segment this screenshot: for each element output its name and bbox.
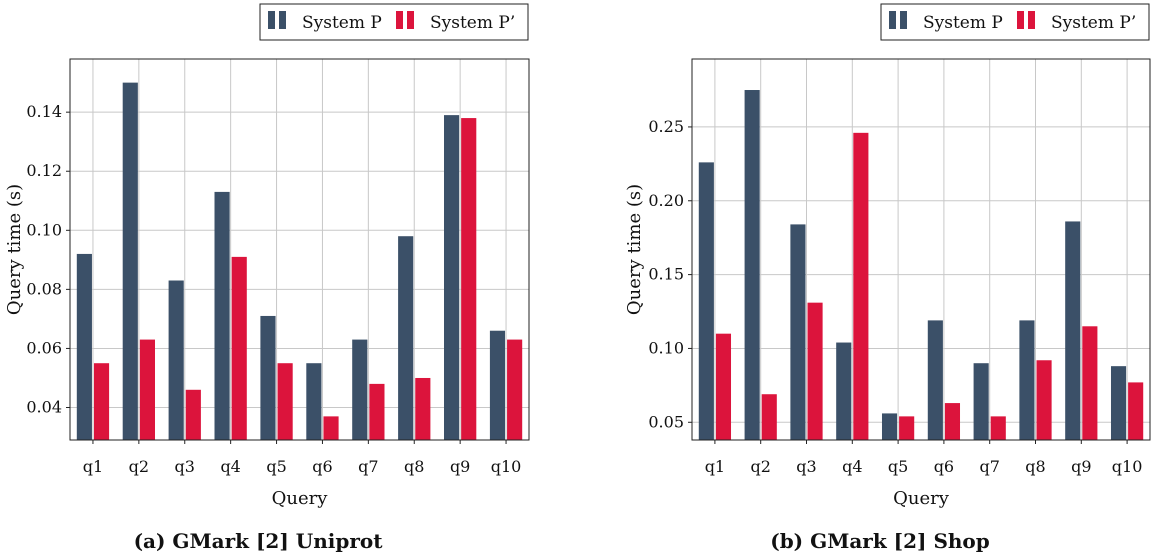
x-tick-label: q4 bbox=[842, 457, 862, 476]
legend: System P System P’ bbox=[259, 3, 529, 41]
bar-system-p-prime-q2 bbox=[761, 394, 777, 440]
bar-system-p-q6 bbox=[927, 320, 943, 440]
bar-system-p-q7 bbox=[973, 363, 989, 440]
bar-system-p-q8 bbox=[1019, 320, 1035, 440]
bar-system-p-prime-q4 bbox=[853, 132, 869, 440]
y-tick-label: 0.05 bbox=[648, 412, 684, 431]
x-tick-label: q9 bbox=[450, 457, 470, 476]
bar-system-p-prime-q8 bbox=[415, 377, 431, 440]
bar-system-p-q4 bbox=[836, 342, 852, 440]
x-tick-label: q8 bbox=[404, 457, 424, 476]
x-axis-label: Query bbox=[893, 488, 950, 509]
legend-box bbox=[259, 3, 529, 41]
y-tick-label: 0.25 bbox=[648, 117, 684, 136]
bar-system-p-q10 bbox=[1110, 366, 1127, 440]
chart-caption: (a) GMark [2] Uniprot bbox=[134, 529, 384, 553]
bar-system-p-prime-q5 bbox=[899, 416, 915, 440]
y-tick-label: 0.20 bbox=[648, 191, 684, 210]
bar-system-p-q3 bbox=[168, 280, 184, 440]
bar-system-p-q2 bbox=[744, 90, 760, 440]
legend-label-system-p-prime: System P’ bbox=[430, 13, 515, 33]
bar-system-p-prime-q1 bbox=[715, 333, 732, 440]
bar-system-p-prime-q3 bbox=[807, 302, 823, 440]
y-axis-label: Query time (s) bbox=[624, 184, 645, 315]
x-tick-label: q1 bbox=[83, 457, 103, 476]
x-tick-label: q4 bbox=[220, 457, 240, 476]
y-tick-label: 0.14 bbox=[26, 102, 62, 121]
bar-system-p-q1 bbox=[76, 253, 92, 440]
chart-panel-uniprot: 0.04 0.06 0.08 0.10 0.12 0.14 q1 q2 q3 q4 q5 q6 q7 q8… bbox=[4, 3, 530, 553]
bar-system-p-prime-q8 bbox=[1036, 360, 1052, 440]
bar-system-p-q3 bbox=[790, 224, 806, 440]
x-tick-label: q5 bbox=[888, 457, 908, 476]
y-tick-label: 0.10 bbox=[26, 220, 62, 239]
x-tick-label: q9 bbox=[1071, 457, 1091, 476]
y-tick-label: 0.10 bbox=[648, 338, 684, 357]
bar-system-p-q7 bbox=[352, 339, 368, 440]
bar-system-p-prime-q10 bbox=[507, 339, 523, 440]
chart-panel-shop: 0.05 0.10 0.15 0.20 0.25 q1 q2 q3 q4 q5 q6 q7 q8 q9 q1… bbox=[624, 3, 1151, 553]
x-tick-label: q7 bbox=[358, 457, 378, 476]
bar-system-p-prime-q5 bbox=[277, 363, 293, 440]
x-tick-label: q2 bbox=[750, 457, 770, 476]
bar-system-p-prime-q7 bbox=[369, 383, 385, 440]
bar-system-p-prime-q6 bbox=[944, 403, 961, 440]
bar-system-p-q10 bbox=[489, 330, 506, 440]
bar-system-p-q6 bbox=[306, 363, 322, 440]
bar-system-p-prime-q9 bbox=[461, 118, 477, 441]
y-tick-label: 0.06 bbox=[26, 338, 62, 357]
chart-caption: (b) GMark [2] Shop bbox=[770, 529, 990, 553]
bar-system-p-q1 bbox=[698, 162, 714, 441]
y-tick-label: 0.08 bbox=[26, 279, 62, 298]
x-tick-label: q1 bbox=[705, 457, 725, 476]
bar-system-p-q8 bbox=[398, 236, 414, 440]
y-tick-label: 0.04 bbox=[26, 398, 62, 417]
legend-label-system-p-prime: System P’ bbox=[1051, 13, 1136, 33]
legend-label-system-p: System P bbox=[923, 13, 1003, 33]
legend-swatch-system-p bbox=[279, 11, 286, 29]
legend-swatch-system-p bbox=[268, 11, 275, 29]
legend-swatch-system-p-prime bbox=[1017, 11, 1024, 29]
bar-system-p-q4 bbox=[214, 191, 230, 440]
legend-swatch-system-p bbox=[900, 11, 907, 29]
bar-system-p-prime-q7 bbox=[990, 416, 1006, 440]
x-axis-label: Query bbox=[272, 488, 329, 509]
bar-system-p-q9 bbox=[444, 115, 460, 441]
x-tick-label: q6 bbox=[934, 457, 954, 476]
x-tick-label: q10 bbox=[1112, 457, 1143, 476]
bar-system-p-q5 bbox=[881, 413, 898, 440]
y-axis-label: Query time (s) bbox=[4, 184, 25, 315]
bar-system-p-q5 bbox=[260, 315, 276, 440]
bar-system-p-prime-q6 bbox=[323, 416, 339, 440]
legend: System P System P’ bbox=[880, 3, 1150, 41]
x-tick-label: q7 bbox=[979, 457, 999, 476]
legend-swatch-system-p-prime bbox=[407, 11, 414, 29]
x-tick-label: q3 bbox=[796, 457, 816, 476]
legend-label-system-p: System P bbox=[302, 13, 382, 33]
legend-swatch-system-p-prime bbox=[1028, 11, 1035, 29]
bar-system-p-prime-q10 bbox=[1128, 382, 1144, 440]
bar-system-p-prime-q1 bbox=[93, 363, 110, 440]
bar-system-p-q9 bbox=[1065, 221, 1081, 440]
bar-system-p-prime-q2 bbox=[139, 339, 155, 440]
y-tick-label: 0.15 bbox=[648, 265, 684, 284]
legend-swatch-system-p-prime bbox=[396, 11, 403, 29]
bar-system-p-prime-q3 bbox=[185, 389, 201, 440]
x-tick-label: q2 bbox=[129, 457, 149, 476]
bar-system-p-prime-q4 bbox=[231, 256, 247, 440]
x-tick-label: q3 bbox=[175, 457, 195, 476]
x-tick-label: q8 bbox=[1025, 457, 1045, 476]
legend-box bbox=[880, 3, 1150, 41]
x-tick-label: q5 bbox=[266, 457, 286, 476]
bar-system-p-q2 bbox=[122, 82, 138, 441]
plot-frame bbox=[69, 58, 530, 441]
x-tick-label: q10 bbox=[491, 457, 522, 476]
plot-frame bbox=[691, 58, 1151, 441]
x-tick-label: q6 bbox=[312, 457, 332, 476]
legend-swatch-system-p bbox=[889, 11, 896, 29]
bar-system-p-prime-q9 bbox=[1082, 326, 1098, 440]
y-tick-label: 0.12 bbox=[26, 161, 62, 180]
